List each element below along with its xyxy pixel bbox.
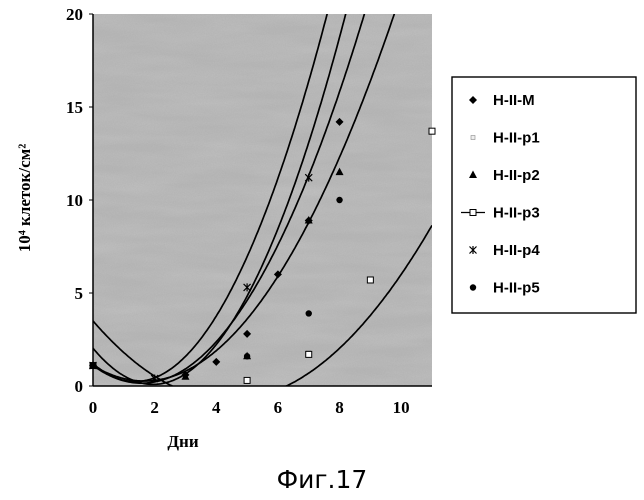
data-point (429, 128, 435, 134)
data-point (336, 197, 342, 203)
data-point (90, 362, 96, 368)
y-axis-label: 10⁴ клеток/см² (15, 144, 34, 253)
x-tick-label: 2 (150, 398, 159, 417)
legend-label: H-II-p3 (493, 205, 540, 222)
plot-grain (93, 14, 432, 386)
plot-background (93, 14, 432, 386)
legend-marker (470, 284, 476, 290)
legend-label: H-II-M (493, 92, 535, 109)
y-tick-label: 10 (66, 191, 83, 210)
x-tick-label: 0 (89, 398, 98, 417)
data-point (306, 351, 312, 357)
legend-label: H-II-p2 (493, 167, 540, 184)
x-tick-label: 8 (335, 398, 344, 417)
x-tick-label: 10 (393, 398, 410, 417)
legend-label: H-II-p1 (493, 130, 540, 147)
legend-label: H-II-p5 (493, 280, 540, 297)
figure-caption: Фиг.17 (277, 465, 368, 494)
legend-marker (471, 136, 475, 140)
y-tick-label: 15 (66, 98, 83, 117)
legend-box (452, 77, 636, 313)
data-point (306, 310, 312, 316)
legend-label: H-II-p4 (493, 242, 540, 259)
data-point (244, 353, 250, 359)
y-tick-label: 20 (66, 5, 83, 24)
y-tick-label: 5 (75, 284, 84, 303)
data-point (367, 277, 373, 283)
y-tick-label: 0 (75, 377, 84, 396)
legend-marker (470, 210, 476, 216)
legend: H-II-M H-II-p1 H-II-p2 H-II-p3 H-II-p4 H-II-p… (452, 77, 636, 313)
x-tick-label: 4 (212, 398, 221, 417)
x-axis-label: Дни (167, 432, 198, 451)
x-tick-label: 6 (274, 398, 283, 417)
data-point (244, 377, 250, 383)
